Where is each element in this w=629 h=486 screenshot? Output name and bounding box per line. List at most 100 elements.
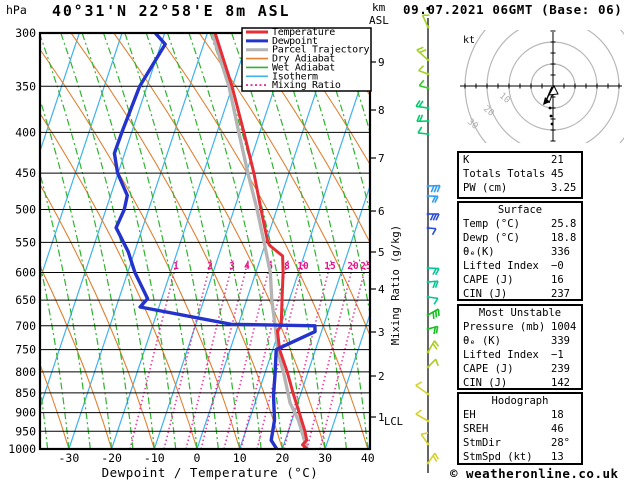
wind-barb-tick — [432, 343, 438, 350]
index-label: SREH — [463, 423, 489, 435]
hodograph — [458, 30, 624, 143]
index-label: CIN (J) — [463, 377, 508, 389]
mixing-ratio-line — [223, 257, 273, 449]
wind-barb-tick — [420, 432, 429, 435]
wind-barb — [426, 295, 439, 305]
credit-label: © weatheronline.co.uk — [450, 466, 619, 481]
wind-barb — [426, 212, 440, 221]
index-row: θₑ(K) 336 — [459, 245, 581, 259]
dry-adiabat-line — [156, 33, 369, 449]
index-value: 18.8 — [551, 232, 577, 244]
wind-barb-tick — [432, 268, 437, 275]
wind-barb-tick — [416, 46, 424, 51]
wet-adiabat-line — [40, 97, 113, 449]
wind-barb-tick — [418, 65, 425, 72]
index-value: −1 — [551, 349, 564, 361]
index-value: −0 — [551, 260, 564, 272]
isotherm-line — [153, 33, 294, 449]
wind-barb-tick — [435, 326, 439, 334]
wind-barb-tick — [434, 310, 438, 318]
wind-barb-tick — [434, 280, 439, 288]
mixing-ratio-line — [240, 257, 290, 449]
background-lattice: 1 2 3 4 6 8 10 15 20 25 — [40, 33, 372, 449]
mixing-axis-label: Mixing Ratio (g/kg) — [390, 225, 402, 345]
index-label: CAPE (J) — [463, 274, 514, 286]
index-row: Lifted Index −1 — [459, 348, 581, 362]
wet-adiabat-line — [209, 33, 305, 449]
wind-barb-shaft — [416, 105, 429, 109]
index-label: Temp (°C) — [463, 218, 520, 230]
pressure-tick-label: 400 — [15, 125, 36, 139]
index-value: 336 — [551, 246, 570, 258]
wind-barb-pole-top — [426, 7, 430, 10]
dry-adiabat-line — [113, 33, 326, 449]
index-row: K 21 — [459, 153, 581, 167]
wind-barb-marker — [426, 106, 430, 110]
index-row: CIN (J) 142 — [459, 376, 581, 390]
wind-barb-tick — [416, 114, 421, 122]
pressure-tick-label: 500 — [15, 203, 36, 217]
wind-barb-tick — [415, 381, 423, 387]
wind-barb-tick — [434, 452, 440, 460]
index-label: Lifted Index — [463, 260, 539, 272]
dry-adiabat-line — [40, 112, 198, 449]
wind-barb — [426, 226, 437, 236]
pressure-unit-label: hPa — [6, 3, 27, 17]
wind-barb-tick — [418, 100, 424, 108]
pressure-tick-label: 450 — [15, 166, 36, 180]
mixing-ratio-label: 25 — [360, 261, 372, 272]
dry-adiabat-line — [40, 48, 241, 449]
wind-barb-marker — [426, 327, 430, 331]
wind-barb-shaft — [421, 14, 429, 28]
index-label: Totals Totals — [463, 168, 546, 180]
wind-barb-marker — [426, 184, 430, 188]
table-header: Most Unstable — [478, 307, 562, 319]
index-label: Pressure (mb) — [463, 321, 546, 333]
indices-table: Surface Temp (°C) 25.8 Dewp (°C) 18.8 θₑ(K) 33… — [457, 201, 583, 301]
wind-barb — [420, 432, 430, 446]
hodograph-dot — [548, 106, 552, 110]
legend-label: Isotherm — [272, 71, 318, 82]
index-value: 16 — [551, 274, 564, 286]
isotherm-line — [111, 33, 251, 449]
wind-barb-marker — [426, 419, 430, 423]
mixing-ratio-label: 3 — [229, 261, 235, 272]
mixing-ratio-label: 8 — [284, 261, 290, 272]
index-label: PW (cm) — [463, 182, 508, 194]
wind-barb — [426, 340, 440, 354]
table-header: Hodograph — [491, 395, 549, 407]
wind-barb-shaft — [427, 340, 436, 353]
wet-adiabat-line — [40, 33, 134, 449]
wind-barb — [418, 65, 430, 76]
wind-barb — [426, 194, 439, 203]
isotherm-line — [40, 33, 123, 282]
pressure-tick-label: 600 — [15, 265, 36, 279]
km-tick-label: 4 — [378, 283, 385, 296]
wind-barb-shaft — [415, 413, 429, 422]
wind-barb — [426, 266, 440, 276]
isotherm-line — [40, 33, 166, 410]
pressure-tick-label: 750 — [15, 343, 36, 357]
wind-barb-tick — [433, 185, 438, 193]
wind-barb — [421, 14, 430, 29]
km-tick-label: 9 — [378, 56, 385, 69]
wind-barb-marker — [426, 365, 430, 369]
wind-barb-tick — [433, 297, 439, 305]
wind-barb-tick — [432, 213, 437, 221]
index-value: 239 — [551, 363, 570, 375]
pressure-tick-label: 850 — [15, 386, 36, 400]
temperature-trace — [213, 33, 309, 449]
wind-barb — [416, 114, 430, 123]
wind-barb-tick — [431, 228, 437, 236]
pressure-tick-label: 300 — [15, 26, 36, 40]
wet-adiabat-line — [295, 33, 370, 317]
legend-label: Mixing Ratio — [272, 80, 341, 91]
index-row: StmDir 28° — [459, 436, 581, 450]
wind-barb-marker — [426, 392, 430, 396]
legend-label: Parcel Trajectory — [272, 45, 370, 56]
mixing-ratio-label: 2 — [207, 261, 213, 272]
wind-barb-tick — [433, 326, 437, 335]
hodograph-unit-label: kt — [463, 35, 475, 46]
index-label: CAPE (J) — [463, 363, 514, 375]
